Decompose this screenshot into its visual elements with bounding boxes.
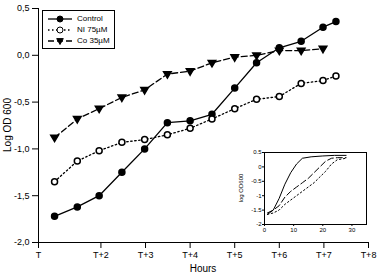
html-text:Co 35µM: Co 35µM	[77, 36, 110, 45]
html-text:log OD600: log OD600	[238, 173, 244, 203]
svg-text:0: 0	[263, 227, 267, 233]
svg-text:T+4: T+4	[182, 250, 198, 260]
html-text:NI 75µM: NI 75µM	[77, 25, 108, 34]
html-text:Control: Control	[77, 14, 103, 23]
svg-text:T+6: T+6	[271, 250, 287, 260]
svg-text:T+8: T+8	[361, 250, 377, 260]
svg-text:-1.5: -1.5	[251, 207, 262, 213]
svg-text:-1,0: -1,0	[14, 144, 30, 154]
svg-text:-2,0: -2,0	[14, 237, 30, 247]
svg-text:T+2: T+2	[93, 250, 109, 260]
svg-text:T+3: T+3	[138, 250, 154, 260]
svg-text:20: 20	[319, 227, 326, 233]
svg-text:-1: -1	[256, 193, 262, 199]
svg-text:-2: -2	[256, 221, 262, 227]
svg-text:30: 30	[349, 227, 356, 233]
svg-text:0.5: 0.5	[253, 149, 262, 155]
svg-text:-0.5: -0.5	[251, 178, 262, 184]
html-text:Hours: Hours	[189, 263, 217, 274]
svg-text:0: 0	[258, 164, 262, 170]
svg-text:T: T	[36, 250, 42, 260]
svg-text:-1,5: -1,5	[14, 191, 30, 201]
svg-text:0,5: 0,5	[17, 3, 30, 13]
svg-text:0,0: 0,0	[17, 50, 30, 60]
svg-text:-0,5: -0,5	[14, 97, 30, 107]
html-text:Log OD 600: Log OD 600	[1, 98, 13, 152]
svg-text:T+5: T+5	[227, 250, 243, 260]
svg-text:10: 10	[290, 227, 297, 233]
svg-text:T+7: T+7	[316, 250, 332, 260]
